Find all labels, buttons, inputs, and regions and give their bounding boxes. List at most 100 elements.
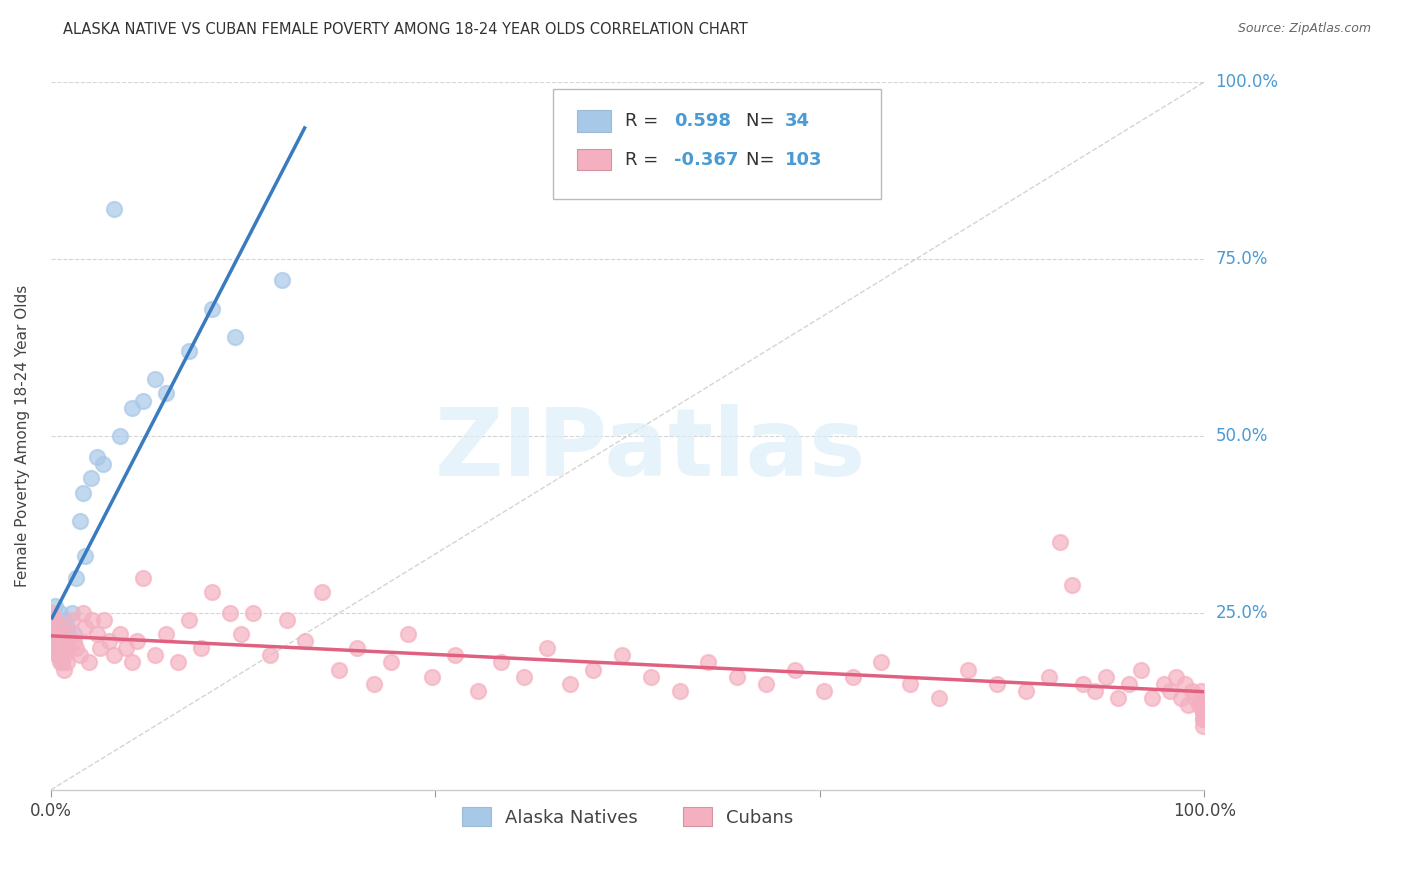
Point	[45, 634, 67, 648]
Point	[270, 273, 292, 287]
Point	[132, 393, 155, 408]
Point	[1192, 719, 1215, 733]
Text: ALASKA NATIVE VS CUBAN FEMALE POVERTY AMONG 18-24 YEAR OLDS CORRELATION CHART: ALASKA NATIVE VS CUBAN FEMALE POVERTY AM…	[63, 22, 748, 37]
Text: 50.0%: 50.0%	[1216, 427, 1268, 445]
Point	[870, 656, 893, 670]
Point	[1129, 663, 1152, 677]
Point	[1192, 705, 1215, 719]
Point	[380, 656, 402, 670]
Point	[132, 570, 155, 584]
Point	[783, 663, 806, 677]
Point	[640, 670, 662, 684]
Point	[44, 599, 66, 613]
Point	[1118, 677, 1140, 691]
Point	[46, 620, 69, 634]
Point	[179, 613, 201, 627]
Point	[1060, 577, 1083, 591]
Point	[86, 450, 108, 465]
Point	[582, 663, 605, 677]
Point	[489, 656, 512, 670]
Point	[51, 656, 73, 670]
Point	[1192, 698, 1215, 712]
Point	[65, 641, 87, 656]
Point	[166, 656, 188, 670]
Point	[52, 641, 75, 656]
Point	[51, 627, 73, 641]
Point	[56, 656, 79, 670]
Text: ZIPatlas: ZIPatlas	[434, 404, 866, 496]
Point	[69, 648, 91, 663]
Point	[311, 584, 333, 599]
Text: 25.0%: 25.0%	[1216, 604, 1268, 622]
Point	[45, 648, 67, 663]
Point	[536, 641, 558, 656]
Point	[41, 627, 63, 641]
Point	[97, 634, 120, 648]
Point	[77, 656, 100, 670]
Point	[1107, 690, 1129, 705]
Point	[420, 670, 443, 684]
Point	[1084, 683, 1107, 698]
Point	[42, 627, 65, 641]
Point	[1142, 690, 1164, 705]
Point	[127, 634, 149, 648]
Point	[56, 641, 79, 656]
Point	[49, 606, 72, 620]
Point	[294, 634, 316, 648]
Point	[898, 677, 921, 691]
Point	[80, 471, 103, 485]
Point	[259, 648, 281, 663]
Text: Source: ZipAtlas.com: Source: ZipAtlas.com	[1237, 22, 1371, 36]
Point	[46, 634, 69, 648]
Point	[53, 613, 76, 627]
Point	[1188, 698, 1211, 712]
Point	[52, 663, 75, 677]
Point	[51, 627, 73, 641]
Point	[48, 620, 70, 634]
Point	[986, 677, 1008, 691]
Point	[1014, 683, 1036, 698]
Text: -0.367: -0.367	[673, 151, 738, 169]
Point	[1181, 683, 1204, 698]
Text: R =: R =	[626, 151, 664, 169]
Point	[65, 570, 87, 584]
Point	[56, 641, 79, 656]
Text: 34: 34	[785, 112, 810, 130]
Point	[121, 656, 143, 670]
Point	[1153, 677, 1175, 691]
Point	[114, 641, 136, 656]
Text: R =: R =	[626, 112, 664, 130]
Point	[48, 648, 70, 663]
Point	[82, 613, 104, 627]
Point	[725, 670, 748, 684]
Point	[697, 656, 720, 670]
Point	[276, 613, 298, 627]
Point	[1038, 670, 1060, 684]
Point	[668, 683, 690, 698]
Point	[41, 606, 63, 620]
Point	[1177, 698, 1199, 712]
Point	[93, 613, 115, 627]
Point	[1159, 683, 1181, 698]
Point	[396, 627, 419, 641]
Point	[44, 613, 66, 627]
Point	[108, 429, 131, 443]
Point	[1192, 712, 1215, 726]
Point	[63, 627, 86, 641]
Point	[201, 301, 224, 316]
Point	[155, 386, 177, 401]
Point	[58, 627, 80, 641]
Point	[201, 584, 224, 599]
Point	[1192, 698, 1215, 712]
Point	[75, 620, 97, 634]
Text: 0.598: 0.598	[673, 112, 731, 130]
Point	[1189, 683, 1212, 698]
Point	[363, 677, 385, 691]
Text: 75.0%: 75.0%	[1216, 250, 1268, 268]
Point	[89, 641, 111, 656]
Point	[841, 670, 863, 684]
Point	[956, 663, 979, 677]
Point	[346, 641, 368, 656]
Point	[1191, 690, 1213, 705]
Point	[55, 634, 77, 648]
